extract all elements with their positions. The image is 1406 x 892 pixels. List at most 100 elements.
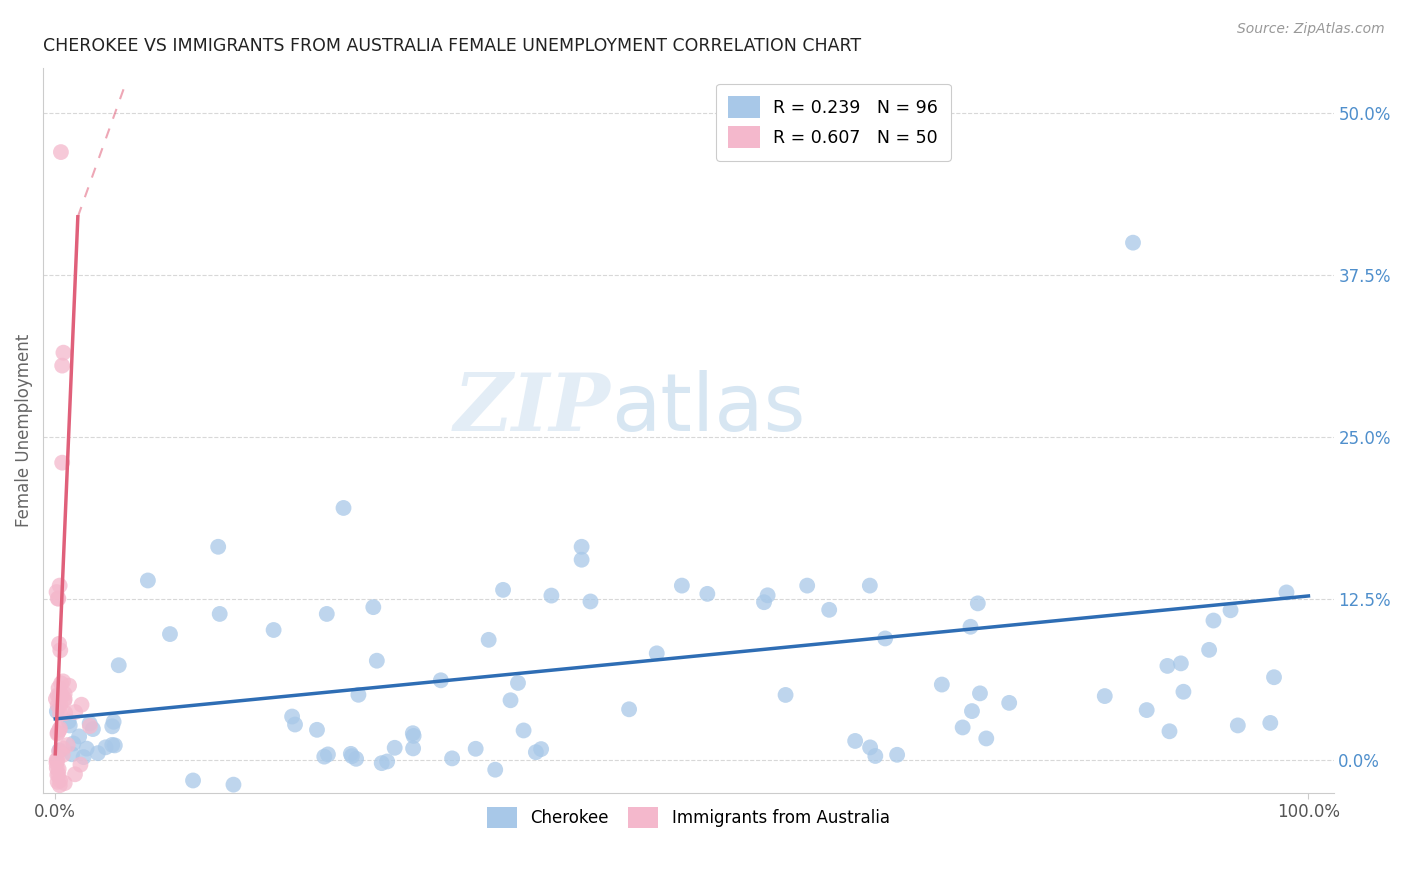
Point bbox=[48, 744, 70, 758]
Point bbox=[48, 690, 70, 705]
Point bbox=[45, 692, 67, 706]
Point bbox=[222, 778, 245, 792]
Point bbox=[53, 692, 76, 706]
Point bbox=[136, 574, 159, 588]
Point bbox=[1136, 703, 1159, 717]
Point bbox=[315, 607, 337, 621]
Point bbox=[1170, 657, 1192, 671]
Point bbox=[53, 687, 76, 701]
Point bbox=[966, 596, 988, 610]
Point bbox=[46, 688, 69, 702]
Point bbox=[865, 749, 887, 764]
Point bbox=[998, 696, 1021, 710]
Point bbox=[48, 591, 70, 606]
Point bbox=[645, 646, 668, 660]
Point bbox=[430, 673, 453, 688]
Y-axis label: Female Unemployment: Female Unemployment bbox=[15, 334, 32, 527]
Point bbox=[281, 709, 304, 723]
Point bbox=[79, 716, 101, 731]
Point bbox=[48, 723, 70, 737]
Point bbox=[49, 778, 72, 792]
Point bbox=[571, 540, 593, 554]
Point bbox=[1275, 585, 1298, 599]
Point bbox=[332, 500, 354, 515]
Point bbox=[316, 747, 339, 762]
Point bbox=[82, 722, 104, 736]
Point bbox=[1156, 659, 1178, 673]
Point bbox=[45, 756, 67, 770]
Text: atlas: atlas bbox=[610, 369, 806, 448]
Point bbox=[46, 775, 69, 789]
Point bbox=[756, 588, 779, 602]
Point bbox=[366, 654, 388, 668]
Point bbox=[49, 688, 72, 702]
Point bbox=[208, 607, 231, 621]
Point bbox=[492, 582, 515, 597]
Point bbox=[46, 727, 69, 741]
Point bbox=[48, 681, 70, 695]
Point bbox=[60, 747, 83, 762]
Point bbox=[79, 719, 101, 733]
Point bbox=[284, 717, 307, 731]
Point bbox=[49, 145, 72, 159]
Point bbox=[796, 579, 818, 593]
Point bbox=[181, 773, 204, 788]
Point bbox=[62, 736, 84, 750]
Point bbox=[1226, 718, 1249, 732]
Point bbox=[52, 345, 75, 359]
Point bbox=[859, 579, 882, 593]
Point bbox=[53, 694, 76, 708]
Point bbox=[617, 702, 640, 716]
Point bbox=[49, 722, 72, 736]
Point bbox=[46, 768, 69, 782]
Point bbox=[69, 757, 91, 772]
Point bbox=[63, 705, 86, 719]
Point bbox=[859, 740, 882, 755]
Point bbox=[571, 552, 593, 566]
Legend: Cherokee, Immigrants from Australia: Cherokee, Immigrants from Australia bbox=[479, 800, 897, 835]
Point bbox=[72, 750, 94, 764]
Point bbox=[512, 723, 534, 738]
Point bbox=[76, 741, 98, 756]
Point bbox=[46, 591, 69, 606]
Text: Source: ZipAtlas.com: Source: ZipAtlas.com bbox=[1237, 22, 1385, 37]
Point bbox=[818, 603, 841, 617]
Point bbox=[375, 755, 398, 769]
Point bbox=[67, 730, 90, 744]
Point bbox=[524, 745, 547, 759]
Point bbox=[49, 643, 72, 657]
Point bbox=[48, 743, 70, 757]
Point bbox=[45, 704, 67, 718]
Point bbox=[1219, 603, 1241, 617]
Point bbox=[314, 749, 336, 764]
Point bbox=[48, 762, 70, 776]
Text: CHEROKEE VS IMMIGRANTS FROM AUSTRALIA FEMALE UNEMPLOYMENT CORRELATION CHART: CHEROKEE VS IMMIGRANTS FROM AUSTRALIA FE… bbox=[42, 37, 860, 55]
Point bbox=[48, 637, 70, 651]
Point bbox=[159, 627, 181, 641]
Point bbox=[46, 698, 69, 713]
Point bbox=[530, 742, 553, 756]
Point bbox=[402, 726, 425, 740]
Point bbox=[1198, 643, 1220, 657]
Point bbox=[49, 698, 72, 712]
Point bbox=[875, 632, 897, 646]
Point bbox=[340, 747, 363, 761]
Point bbox=[464, 741, 486, 756]
Point bbox=[402, 729, 425, 743]
Point bbox=[70, 698, 93, 712]
Point bbox=[305, 723, 328, 737]
Point bbox=[1173, 685, 1195, 699]
Point bbox=[960, 704, 983, 718]
Point bbox=[1159, 724, 1181, 739]
Point bbox=[344, 752, 367, 766]
Point bbox=[499, 693, 522, 707]
Point bbox=[1122, 235, 1144, 250]
Point bbox=[347, 688, 370, 702]
Point bbox=[103, 714, 125, 729]
Point bbox=[63, 767, 86, 781]
Point bbox=[94, 740, 117, 755]
Point bbox=[263, 623, 285, 637]
Point bbox=[752, 595, 775, 609]
Point bbox=[506, 676, 529, 690]
Point bbox=[53, 706, 76, 720]
